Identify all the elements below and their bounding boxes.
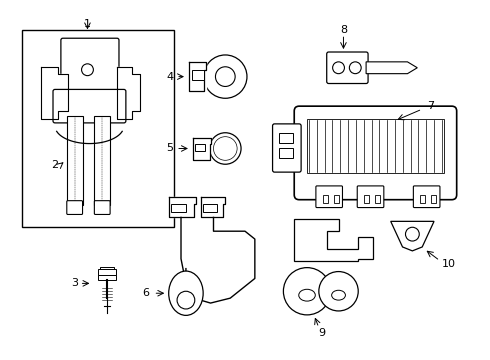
Text: 6: 6 bbox=[143, 288, 149, 298]
Text: 2: 2 bbox=[51, 160, 58, 170]
FancyBboxPatch shape bbox=[272, 124, 301, 172]
Polygon shape bbox=[41, 67, 68, 119]
Circle shape bbox=[216, 67, 235, 86]
FancyBboxPatch shape bbox=[414, 186, 440, 208]
Bar bbox=[100, 267, 114, 275]
Circle shape bbox=[283, 267, 331, 315]
FancyBboxPatch shape bbox=[53, 89, 126, 123]
FancyBboxPatch shape bbox=[357, 186, 384, 208]
Bar bbox=[334, 195, 339, 203]
Bar bbox=[98, 275, 116, 280]
Bar bbox=[98, 269, 116, 275]
Circle shape bbox=[210, 133, 241, 164]
Text: 5: 5 bbox=[166, 144, 173, 153]
Text: 9: 9 bbox=[318, 328, 325, 338]
Bar bbox=[195, 144, 205, 152]
Polygon shape bbox=[193, 138, 211, 160]
Polygon shape bbox=[169, 197, 196, 217]
Bar bbox=[192, 70, 204, 80]
Polygon shape bbox=[391, 221, 434, 251]
FancyBboxPatch shape bbox=[95, 201, 110, 215]
Polygon shape bbox=[201, 197, 225, 217]
FancyBboxPatch shape bbox=[67, 201, 82, 215]
Text: 10: 10 bbox=[442, 259, 456, 269]
Bar bbox=[323, 195, 328, 203]
Bar bbox=[307, 119, 444, 173]
Bar bbox=[22, 30, 174, 227]
Bar bbox=[431, 195, 436, 203]
Polygon shape bbox=[366, 62, 417, 74]
Circle shape bbox=[406, 227, 419, 241]
Bar bbox=[203, 204, 218, 212]
Polygon shape bbox=[117, 67, 140, 119]
FancyBboxPatch shape bbox=[294, 106, 457, 200]
Circle shape bbox=[81, 64, 94, 76]
Polygon shape bbox=[204, 64, 206, 89]
Circle shape bbox=[204, 55, 247, 98]
Bar bbox=[95, 116, 110, 204]
Text: 1: 1 bbox=[84, 19, 91, 30]
Polygon shape bbox=[294, 219, 373, 261]
Text: 7: 7 bbox=[427, 101, 434, 111]
Polygon shape bbox=[189, 62, 206, 91]
Circle shape bbox=[349, 62, 361, 74]
Bar bbox=[67, 116, 82, 204]
Text: 4: 4 bbox=[166, 72, 173, 82]
Circle shape bbox=[219, 141, 232, 156]
FancyBboxPatch shape bbox=[316, 186, 343, 208]
Bar bbox=[375, 195, 380, 203]
Ellipse shape bbox=[299, 289, 315, 301]
FancyBboxPatch shape bbox=[327, 52, 368, 84]
Bar bbox=[364, 195, 369, 203]
Ellipse shape bbox=[332, 290, 345, 300]
Text: 8: 8 bbox=[340, 25, 347, 35]
Circle shape bbox=[333, 62, 344, 74]
Ellipse shape bbox=[169, 271, 203, 315]
Bar bbox=[279, 148, 293, 158]
Ellipse shape bbox=[177, 291, 195, 309]
Circle shape bbox=[214, 137, 237, 160]
FancyBboxPatch shape bbox=[61, 38, 119, 96]
Circle shape bbox=[319, 271, 358, 311]
Text: 3: 3 bbox=[71, 278, 78, 288]
Bar bbox=[420, 195, 425, 203]
Bar bbox=[279, 133, 293, 143]
Bar bbox=[171, 204, 186, 212]
